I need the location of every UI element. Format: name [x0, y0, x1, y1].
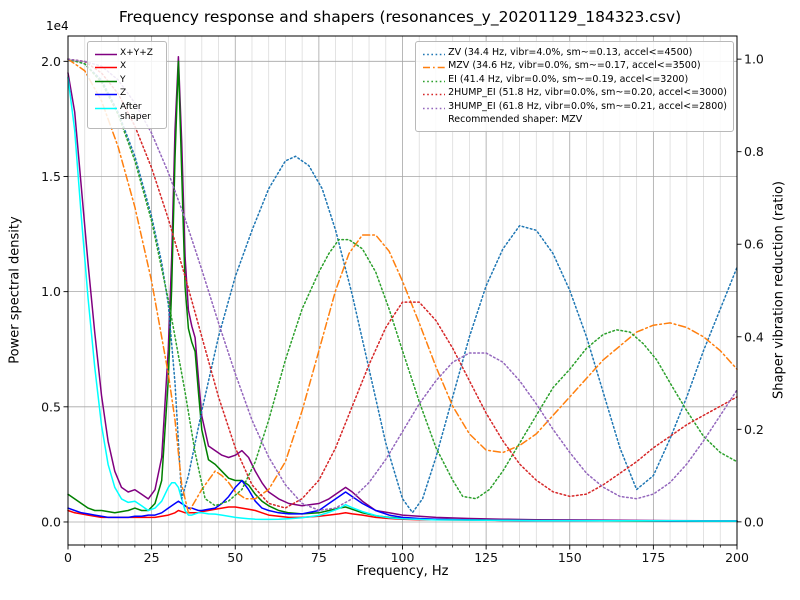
legend-swatch-after_shaper	[94, 102, 120, 114]
curves-shapers	[67, 58, 738, 514]
x-tick-label: 100	[391, 550, 415, 565]
x-tick-label: 50	[227, 550, 243, 565]
legend-label: ZV (34.4 Hz, vibr=4.0%, sm~=0.13, accel<…	[448, 46, 693, 58]
x-tick-label: 0	[64, 550, 72, 565]
legend-label: After shaper	[120, 101, 151, 122]
curve-xyz	[67, 55, 738, 522]
legend-swatch-z	[94, 88, 120, 100]
x-tick-label: 25	[144, 550, 160, 565]
x-tick-label: 200	[725, 550, 749, 565]
y-axis-offset-label: 1e4	[46, 19, 69, 33]
y-right-tick-label: 1.0	[744, 52, 764, 67]
y-right-tick-label: 0.4	[744, 329, 764, 344]
y-right-tick-label: 0.8	[744, 144, 764, 159]
legend-label: EI (41.4 Hz, vibr=0.0%, sm~=0.19, accel<…	[448, 73, 689, 85]
x-tick-label: 125	[474, 550, 498, 565]
axis-ticks	[63, 58, 742, 550]
legend-item-ei: EI (41.4 Hz, vibr=0.0%, sm~=0.19, accel<…	[422, 73, 727, 87]
legend-swatch-zv	[422, 48, 448, 60]
curve-zv	[67, 58, 738, 514]
legend-label: 2HUMP_EI (51.8 Hz, vibr=0.0%, sm~=0.20, …	[448, 87, 727, 98]
y-axis-label-left: Power spectral density	[7, 216, 23, 364]
y-right-tick-label: 0.2	[744, 422, 764, 437]
legend-item-2hump_ei: 2HUMP_EI (51.8 Hz, vibr=0.0%, sm~=0.20, …	[422, 87, 727, 100]
y-left-tick-label: 2.0	[41, 54, 61, 69]
y-right-tick-label: 0.6	[744, 237, 764, 252]
legend-item-x: X	[94, 61, 160, 73]
x-tick-label: 175	[641, 550, 665, 565]
curve-2hump_ei	[67, 58, 738, 509]
curve-ei	[67, 58, 738, 507]
legend-label: Y	[120, 74, 126, 85]
curve-after_shaper	[67, 76, 738, 522]
legend-item-z: Z	[94, 88, 160, 100]
legend-item-y: Y	[94, 75, 160, 87]
legend-note-label: Recommended shaper: MZV	[448, 114, 583, 125]
legend-item-xyz: X+Y+Z	[94, 48, 160, 60]
legend-label: Z	[120, 88, 127, 98]
legend-label: MZV (34.6 Hz, vibr=0.0%, sm~=0.17, accel…	[448, 60, 701, 71]
legend-label: X	[120, 61, 127, 71]
y-left-tick-label: 0.0	[41, 514, 61, 529]
curve-z	[67, 479, 738, 522]
legend-swatch-xyz	[94, 48, 120, 60]
legend-item-after_shaper: After shaper	[94, 102, 160, 123]
legend-label: X+Y+Z	[120, 47, 153, 58]
legend-shapers: ZV (34.4 Hz, vibr=4.0%, sm~=0.13, accel<…	[415, 41, 734, 133]
y-left-tick-label: 0.5	[41, 399, 61, 414]
y-axis-label-right: Shaper vibration reduction (ratio)	[771, 181, 787, 399]
legend-label: 3HUMP_EI (61.8 Hz, vibr=0.0%, sm~=0.21, …	[448, 100, 727, 112]
y-left-tick-label: 1.0	[41, 284, 61, 299]
legend-swatch-2hump_ei	[422, 88, 448, 100]
curve-3hump_ei	[67, 58, 738, 512]
x-tick-label: 150	[558, 550, 582, 565]
legend-item-3hump_ei: 3HUMP_EI (61.8 Hz, vibr=0.0%, sm~=0.21, …	[422, 100, 727, 114]
legend-item-mzv: MZV (34.6 Hz, vibr=0.0%, sm~=0.17, accel…	[422, 60, 727, 73]
legend-swatch-y	[94, 75, 120, 87]
legend-swatch-mzv	[422, 61, 448, 73]
legend-swatch-ei	[422, 75, 448, 87]
y-left-tick-label: 1.5	[41, 169, 61, 184]
curve-mzv	[67, 58, 738, 514]
tick-labels: 0 25 50 75 100 125 150 175 200 0.0 0.5 1.0 1.5 2.0 0.0…	[41, 52, 764, 565]
legend-swatch-x	[94, 61, 120, 73]
chart-title: Frequency response and shapers (resonanc…	[118, 8, 682, 26]
legend-item-zv: ZV (34.4 Hz, vibr=4.0%, sm~=0.13, accel<…	[422, 46, 727, 60]
legend-swatch-3hump_ei	[422, 102, 448, 114]
legend-psd: X+Y+Z X Y Z After shaper	[87, 41, 167, 129]
x-tick-label: 75	[311, 550, 327, 565]
legend-note: Recommended shaper: MZV	[422, 114, 727, 126]
curves-psd	[67, 55, 738, 523]
y-right-tick-label: 0.0	[744, 514, 764, 529]
x-axis-label: Frequency, Hz	[356, 564, 449, 579]
